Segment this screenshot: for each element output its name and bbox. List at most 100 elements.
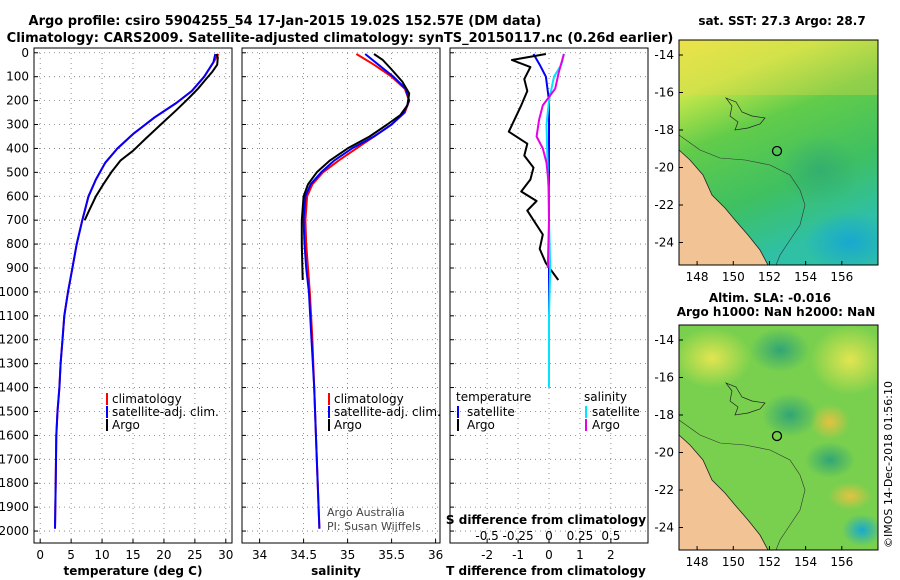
sla-map-title: Altim. SLA: -0.016 — [709, 291, 831, 305]
sst-noise-band — [679, 40, 878, 95]
x-tick-label: 35 — [340, 548, 355, 562]
series-line-satellite-temperature — [532, 53, 550, 388]
sla-orange-patch-2 — [828, 482, 872, 510]
map-lat-tick-label: -18 — [654, 123, 674, 137]
figure-title-line2: Climatology: CARS2009. Satellite-adjuste… — [7, 31, 674, 46]
x-tick-label: -1 — [512, 548, 524, 562]
sst-map-title: sat. SST: 27.3 Argo: 28.7 — [698, 14, 865, 28]
sla-reef-outline — [724, 382, 766, 416]
s-diff-tick-label: 0.25 — [567, 529, 594, 543]
map-lon-tick-label: 156 — [830, 555, 853, 569]
sst-isobath — [679, 134, 806, 265]
x-tick-label: 30 — [218, 548, 233, 562]
map-lat-tick-label: -22 — [654, 483, 674, 497]
map-lat-tick-label: -16 — [654, 371, 674, 385]
map-lon-tick-label: 154 — [794, 555, 817, 569]
map-lat-tick-label: -14 — [654, 333, 674, 347]
x-tick-label: 1 — [576, 548, 584, 562]
depth-tick-label: 600 — [6, 189, 29, 203]
x-tick-label: 34.5 — [290, 548, 317, 562]
depth-tick-label: 1000 — [0, 285, 29, 299]
map-lon-tick-label: 148 — [686, 555, 709, 569]
sla-map-frame — [678, 324, 879, 551]
credit-line-1: Argo Australia — [327, 506, 405, 519]
temperature-x-label: temperature (deg C) — [64, 564, 203, 578]
sla-yellow-patch-1 — [679, 328, 752, 388]
salinity-panel: 34 34.5 35 35.5 36 salinity climatology sate… — [241, 47, 443, 578]
sst-float-marker — [771, 145, 783, 157]
salinity-series — [300, 53, 411, 529]
series-line-argo — [83, 53, 219, 221]
s-diff-tick-label: -0.5 — [475, 529, 498, 543]
s-diff-tick-label: -0.25 — [503, 529, 534, 543]
depth-tick-label: 2000 — [0, 524, 29, 538]
depth-tick-label: 1300 — [0, 357, 29, 371]
sla-map-subtitle: Argo h1000: NaN h2000: NaN — [677, 305, 876, 319]
depth-tick-label: 100 — [6, 70, 29, 84]
series-line-climatology — [304, 53, 411, 529]
difference-x-axis: -2 -1 0 1 2 — [481, 548, 615, 562]
salinity-x-label: salinity — [311, 564, 361, 578]
map-lat-tick-label: -24 — [654, 521, 674, 535]
sst-land — [679, 149, 769, 265]
x-tick-label: 20 — [156, 548, 171, 562]
credit-line-2: PI: Susan Wijffels — [327, 520, 421, 533]
diff-legend-temperature-header: temperature — [456, 390, 531, 404]
sla-isobath — [679, 419, 806, 550]
depth-tick-label: 1600 — [0, 428, 29, 442]
imos-watermark: ©IMOS 14-Dec-2018 01:56:10 — [882, 381, 895, 548]
difference-panel: -2 -1 0 1 2 T difference from climatology S … — [446, 47, 649, 578]
diff-legend-s-argo: Argo — [592, 418, 620, 432]
difference-gridlines — [450, 48, 648, 543]
series-line-argo — [300, 53, 411, 281]
diff-legend-salinity-header: salinity — [584, 390, 627, 404]
x-tick-label: 25 — [187, 548, 202, 562]
depth-tick-label: 1900 — [0, 500, 29, 514]
map-lon-tick-label: 152 — [758, 270, 781, 284]
depth-tick-label: 1800 — [0, 476, 29, 490]
map-lat-tick-label: -24 — [654, 236, 674, 250]
depth-tick-label: 1700 — [0, 452, 29, 466]
depth-tick-label: 1400 — [0, 381, 29, 395]
sla-float-marker — [771, 430, 783, 442]
depth-axis: 0 100 200 300 400 500 600 700 800 900 1000 1100 1200… — [0, 46, 29, 538]
map-lon-tick-label: 156 — [830, 270, 853, 284]
map-lon-tick-label: 150 — [722, 270, 745, 284]
diff-legend-t-argo: Argo — [467, 418, 495, 432]
x-tick-label: 0 — [545, 548, 553, 562]
diff-legend-s-satellite: satellite — [592, 405, 640, 419]
map-lat-tick-label: -20 — [654, 161, 674, 175]
depth-tick-label: 1500 — [0, 404, 29, 418]
series-line-satellite-adj-clim — [302, 53, 411, 529]
series-line-climatology — [54, 53, 220, 529]
salinity-legend-argo: Argo — [334, 418, 362, 432]
temperature-legend-climatology: climatology — [112, 392, 182, 406]
sla-green-patch-1 — [750, 328, 810, 372]
temperature-x-axis: 0 5 10 15 20 25 30 — [36, 548, 233, 562]
temperature-gridlines — [34, 48, 232, 543]
sst-cool-patch — [805, 212, 878, 265]
depth-tick-label: 500 — [6, 165, 29, 179]
x-tick-label: 10 — [94, 548, 109, 562]
sst-cool-patch-2 — [780, 135, 860, 205]
map-lon-tick-label: 148 — [686, 270, 709, 284]
depth-tick-label: 800 — [6, 237, 29, 251]
sst-map-frame — [678, 39, 879, 266]
x-tick-label: 5 — [67, 548, 75, 562]
difference-x-label: T difference from climatology — [446, 564, 646, 578]
sla-yellow-patch-2 — [810, 325, 878, 395]
sst-map-panel: sat. SST: 27.3 Argo: 28.7 148 150 152 154 15… — [654, 14, 879, 284]
sst-map-axes: 148 150 152 154 156 -14 -16 -18 -20 -22 -24 — [654, 48, 853, 284]
temperature-legend-argo: Argo — [112, 418, 140, 432]
salinity-axes-frame — [241, 47, 441, 544]
sla-green-patch-3 — [805, 442, 855, 478]
series-line-argo-temperature — [507, 53, 560, 281]
x-tick-label: 36 — [428, 548, 443, 562]
map-lon-tick-label: 150 — [722, 555, 745, 569]
x-tick-label: 2 — [607, 548, 615, 562]
map-lat-tick-label: -22 — [654, 198, 674, 212]
s-difference-axis: -0.5 -0.25 0 0.25 0.5 — [475, 529, 620, 543]
difference-series — [507, 53, 565, 388]
sst-reef-outline — [724, 97, 766, 131]
